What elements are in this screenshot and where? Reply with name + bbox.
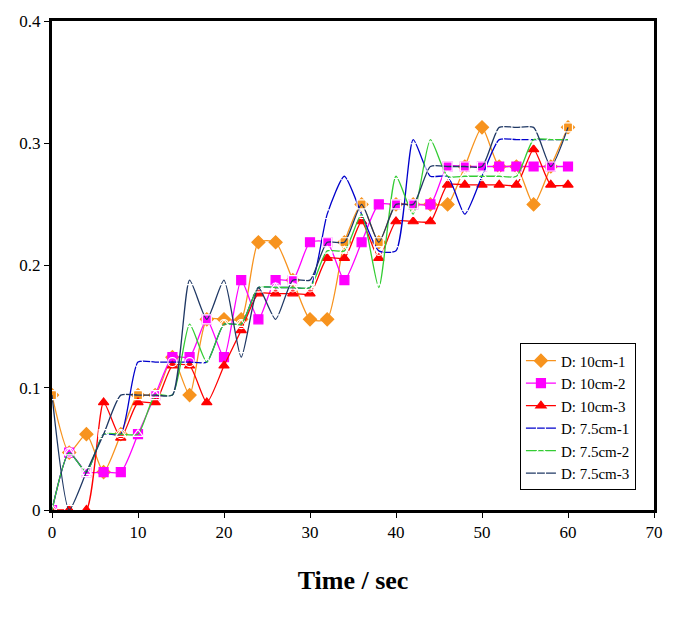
svg-text:20: 20 <box>216 523 233 542</box>
svg-text:D: 10cm-3: D: 10cm-3 <box>561 399 626 415</box>
svg-text:0.3: 0.3 <box>19 134 40 153</box>
svg-text:60: 60 <box>560 523 577 542</box>
svg-text:0.4: 0.4 <box>19 12 41 31</box>
svg-text:D: 10cm-2: D: 10cm-2 <box>561 376 626 392</box>
svg-text:50: 50 <box>474 523 491 542</box>
svg-text:0: 0 <box>48 523 57 542</box>
svg-text:Time / sec: Time / sec <box>298 566 409 595</box>
svg-text:40: 40 <box>388 523 405 542</box>
svg-text:0.2: 0.2 <box>19 256 40 275</box>
svg-text:10: 10 <box>130 523 147 542</box>
svg-text:D: 7.5cm-1: D: 7.5cm-1 <box>561 421 629 437</box>
svg-text:0.1: 0.1 <box>19 379 40 398</box>
svg-text:D: 7.5cm-2: D: 7.5cm-2 <box>561 444 629 460</box>
svg-text:0: 0 <box>32 501 41 520</box>
svg-text:70: 70 <box>646 523 663 542</box>
svg-text:D: 10cm-1: D: 10cm-1 <box>561 354 626 370</box>
svg-text:D: 7.5cm-3: D: 7.5cm-3 <box>561 466 629 482</box>
svg-text:30: 30 <box>302 523 319 542</box>
